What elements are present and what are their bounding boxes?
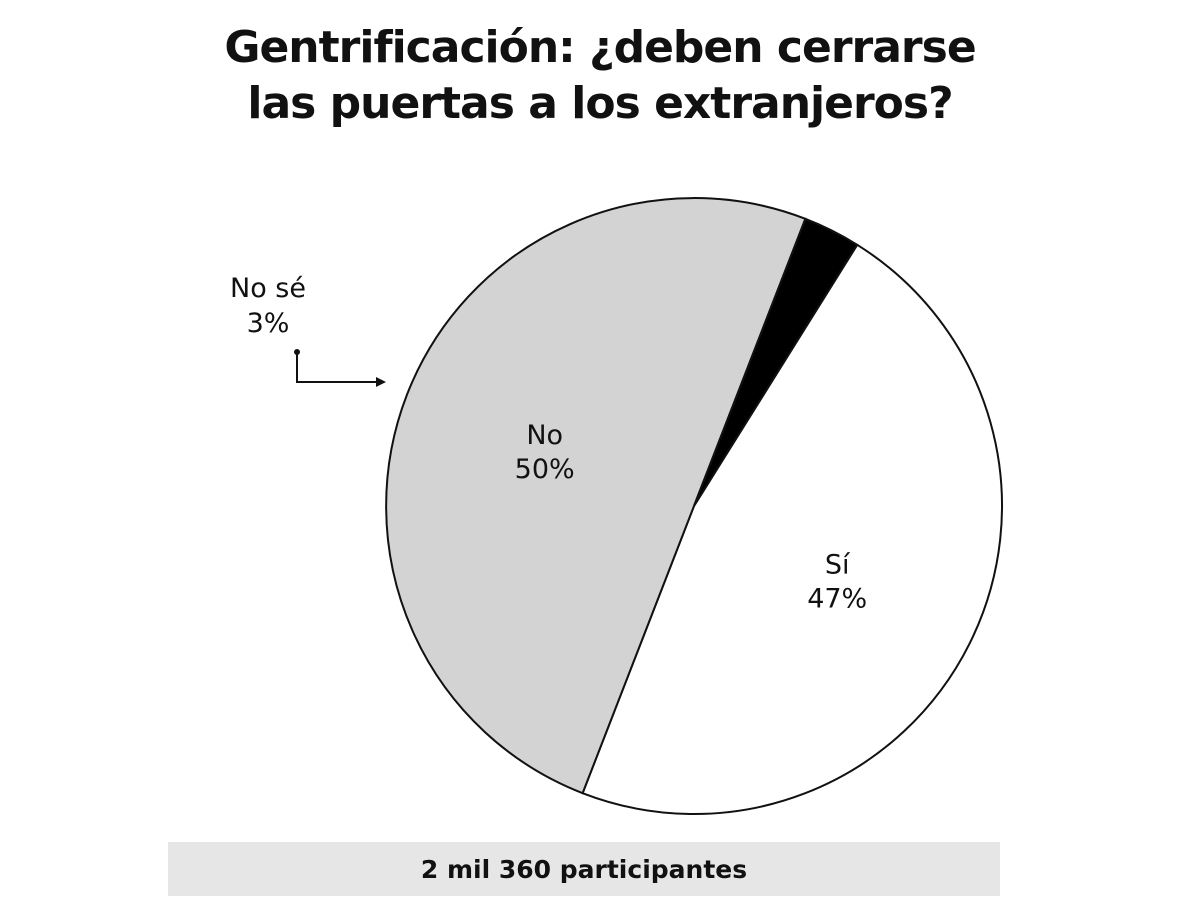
- callout-label: No sé: [230, 273, 306, 304]
- slice-label-si: Sí: [825, 550, 851, 581]
- participants-count: 2 mil 360 participantes: [420, 854, 748, 884]
- chart-title: Gentrificación: ¿deben cerrarse las puer…: [0, 20, 1200, 132]
- callout-arrow: [296, 352, 386, 387]
- pie-slices: [385, 197, 1003, 815]
- participants-footer: 2 mil 360 participantes: [168, 842, 1000, 896]
- pie-slice-no: [385, 197, 807, 795]
- pie-slice-si: [581, 243, 1003, 815]
- no-se-callout: No sé 3%: [230, 273, 386, 387]
- pie-slice-no-se: [693, 217, 859, 507]
- slice-value-no: 50%: [515, 454, 575, 485]
- slice-value-si: 47%: [807, 584, 867, 615]
- chart-title-line-2: las puertas a los extranjeros?: [247, 78, 953, 129]
- slice-label-no: No: [526, 420, 563, 451]
- callout-value: 3%: [247, 308, 290, 339]
- chart-title-line-1: Gentrificación: ¿deben cerrarse: [224, 22, 976, 73]
